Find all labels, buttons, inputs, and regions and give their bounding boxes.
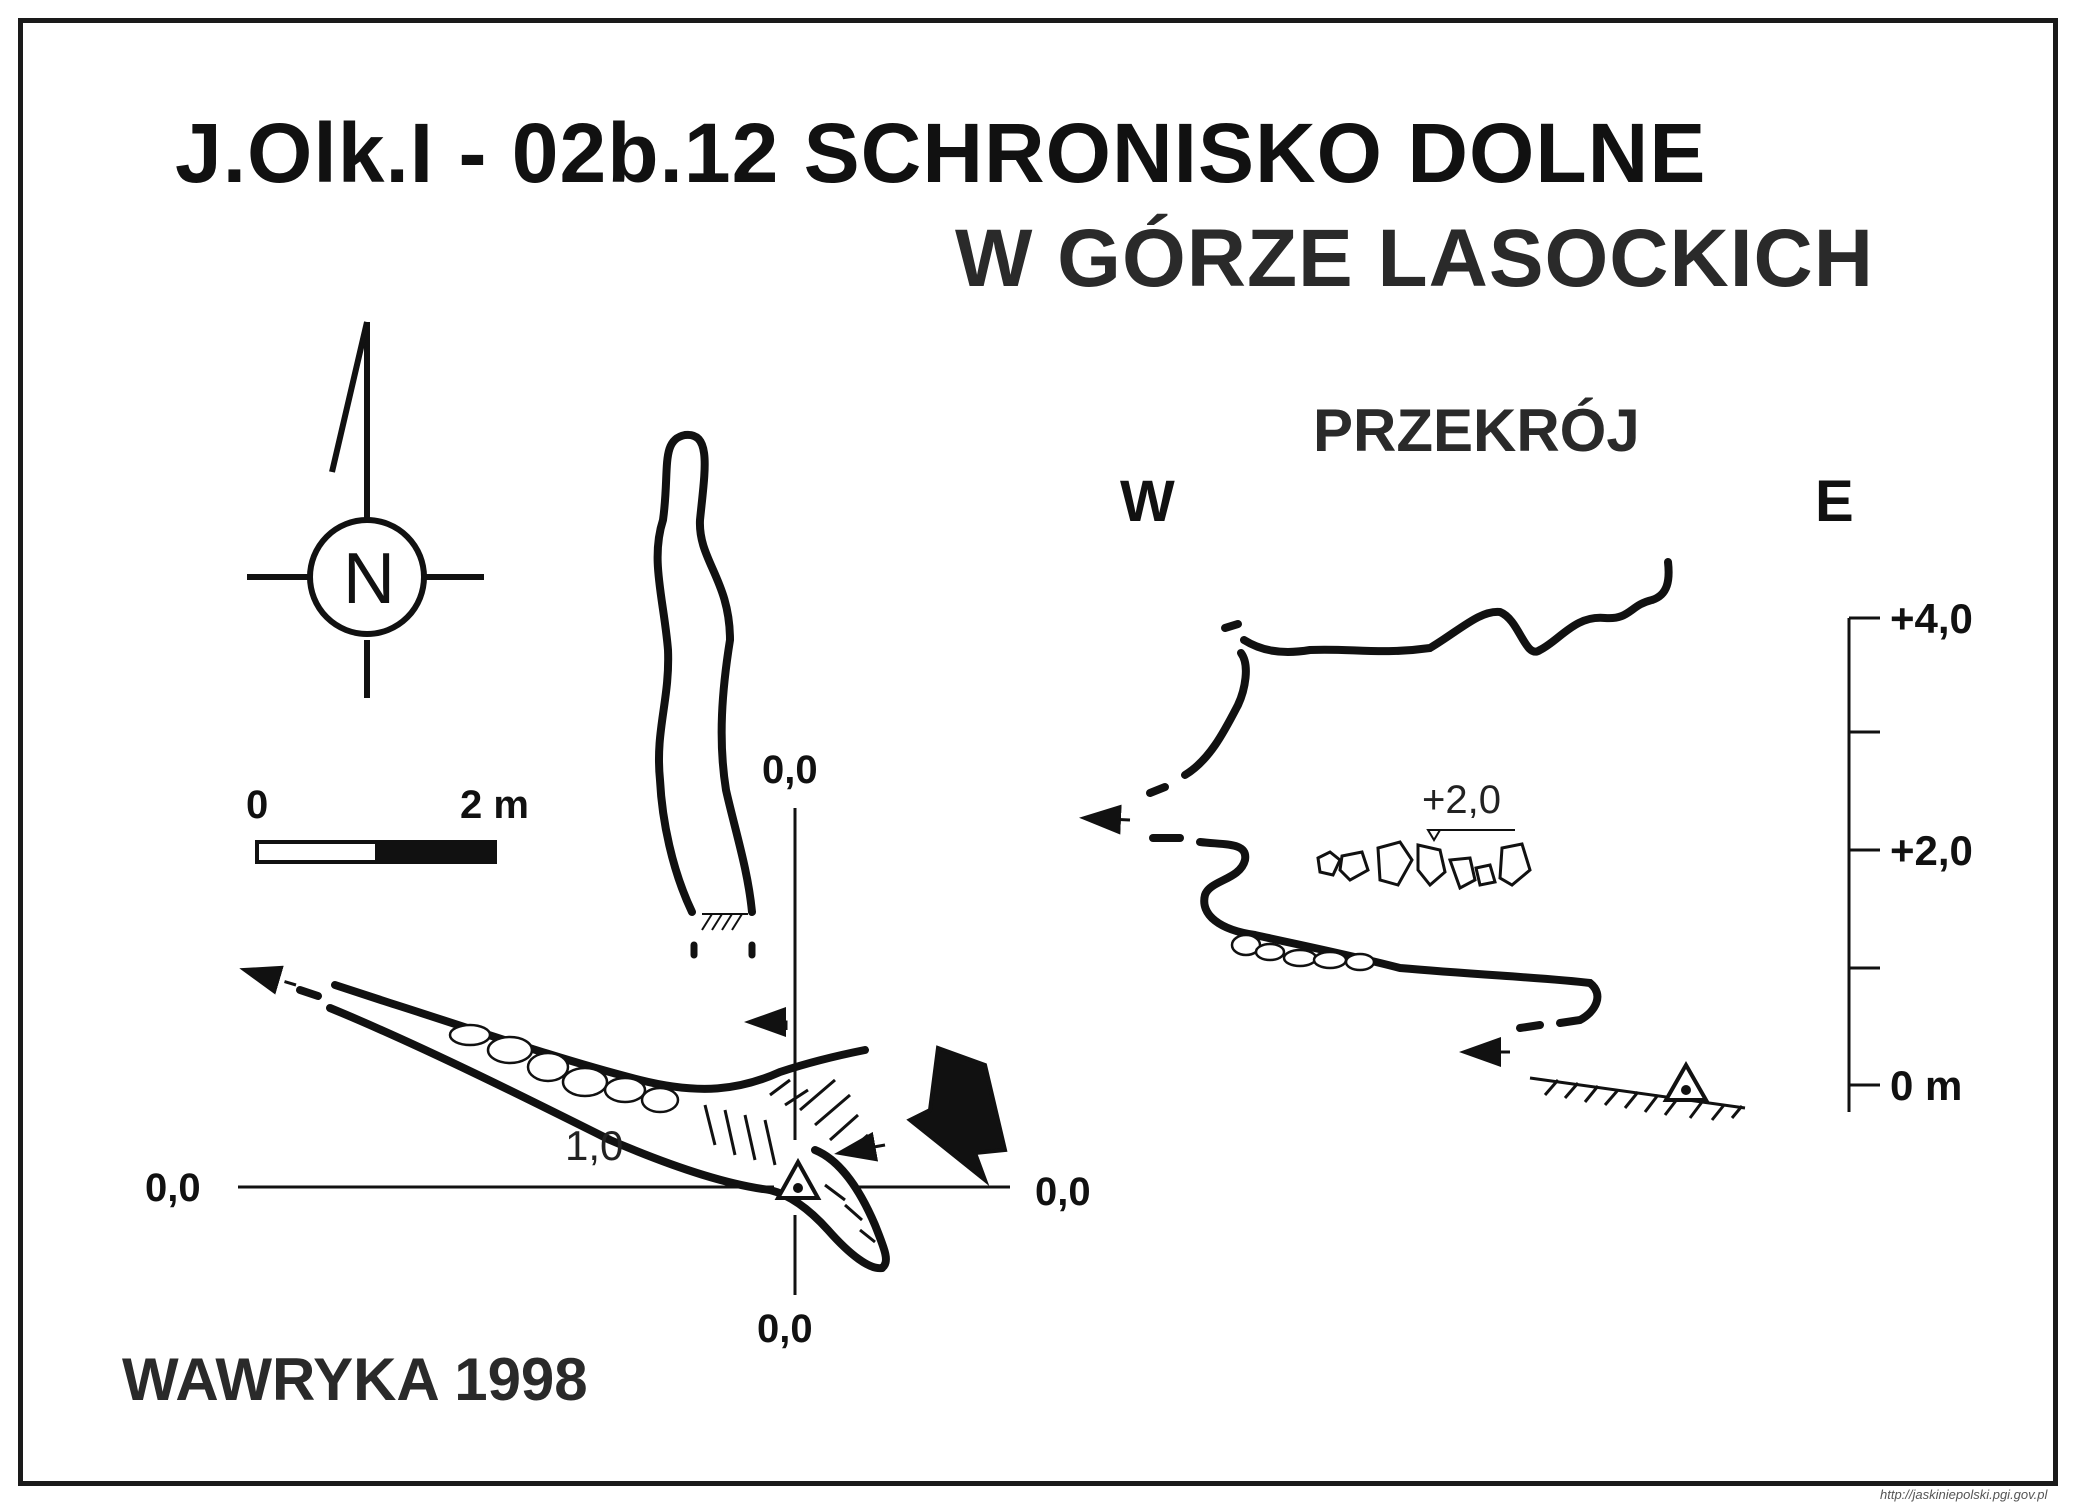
- vertical-scale-bar: [1847, 616, 1880, 1112]
- plan-datum-bottom-label: 0,0: [757, 1307, 813, 1351]
- source-credit: http://jaskiniepolski.pgi.gov.pl: [1880, 1487, 2048, 1502]
- section-ceiling-line: [1146, 558, 1673, 797]
- scale-bar-start-label: 0: [246, 783, 269, 827]
- section-continuation-arrow: [1079, 804, 1510, 1067]
- plan-floor-hatching: [701, 913, 748, 931]
- section-entrance-hatching: [1529, 1076, 1746, 1121]
- plan-datum-right-label: 0,0: [1035, 1170, 1091, 1214]
- plan-datum-top-label: 0,0: [762, 748, 818, 792]
- plan-datum-marker: [774, 1157, 822, 1200]
- scale-bar: [255, 840, 497, 864]
- section-floor-boulders: [1230, 933, 1376, 972]
- section-east-label: E: [1815, 469, 1854, 534]
- section-height-label: +2,0: [1422, 778, 1501, 822]
- author-label: WAWRYKA 1998: [122, 1346, 588, 1413]
- plan-entrance-hatching: [703, 1078, 876, 1244]
- plan-passage-boulders: [448, 1023, 680, 1114]
- map-frame: [18, 18, 2058, 1486]
- map-title-line-1: J.Olk.I - 02b.12 SCHRONISKO DOLNE: [175, 106, 1707, 200]
- plan-datum-lines: [238, 808, 1010, 1295]
- section-heading: PRZEKRÓJ: [1313, 397, 1640, 464]
- vertical-scale-label-top: +4,0: [1890, 595, 1973, 642]
- plan-north-passage: [653, 430, 756, 959]
- section-west-label: W: [1120, 469, 1175, 534]
- section-floor-line: [1149, 834, 1602, 1032]
- compass-north-letter: N: [343, 539, 395, 619]
- plan-datum-left-label: 0,0: [145, 1166, 201, 1210]
- section-rubble-blocks: [1316, 840, 1532, 891]
- section-datum-marker: [1662, 1060, 1710, 1102]
- vertical-scale-label-bottom: 0 m: [1890, 1062, 1963, 1109]
- north-arrow-icon: [247, 321, 484, 698]
- plan-depth-label: 1,0: [565, 1122, 624, 1169]
- vertical-scale-label-middle: +2,0: [1890, 827, 1973, 874]
- scale-bar-end-label: 2 m: [460, 783, 529, 827]
- section-height-marker: [1426, 829, 1515, 842]
- plan-continuation-arrow: [239, 965, 886, 1162]
- map-title-line-2: W GÓRZE LASOCKICH: [955, 213, 1874, 304]
- entrance-arrow-icon: [906, 1045, 1008, 1187]
